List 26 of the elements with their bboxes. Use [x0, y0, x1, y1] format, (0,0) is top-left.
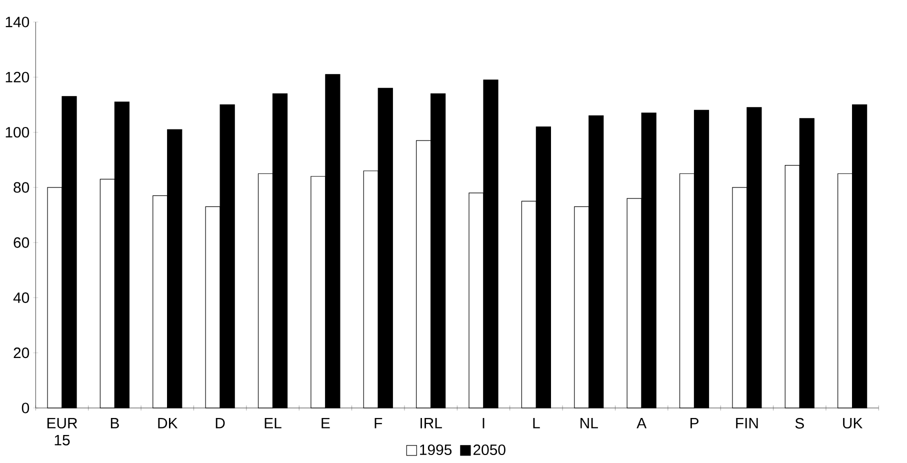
x-tick-label: P — [690, 418, 698, 428]
y-tick-label: 40 — [13, 292, 30, 303]
legend-label: 1995 — [420, 444, 452, 456]
y-tick-label: 100 — [6, 126, 30, 138]
x-tick-label: F — [374, 418, 382, 428]
x-tick-label: L — [533, 418, 540, 428]
x-tick-label: S — [795, 418, 804, 429]
x-tick-label: NL — [580, 418, 598, 428]
x-tick-label: D — [216, 418, 225, 428]
y-tick-label: 20 — [14, 348, 30, 358]
x-tick-label: I — [482, 418, 484, 428]
x-tick-label: B — [110, 418, 119, 428]
x-tick-label: IRL — [420, 418, 442, 428]
x-tick-label: DK — [158, 418, 178, 428]
x-tick-label: EL — [264, 418, 282, 428]
x-tick-label: UK — [843, 418, 863, 428]
y-tick-label: 80 — [14, 182, 30, 193]
y-tick-label: 140 — [6, 16, 30, 28]
y-tick-label: 60 — [14, 237, 30, 248]
legend-label: 2050 — [474, 444, 506, 456]
x-tick-label: A — [636, 418, 647, 428]
x-tick-label: E — [322, 418, 330, 428]
y-tick-label: 120 — [6, 72, 30, 82]
x-tick-label: FIN — [736, 418, 758, 428]
y-tick-label: 0 — [22, 402, 30, 414]
x-tick-label: EUR 15 — [47, 418, 78, 446]
